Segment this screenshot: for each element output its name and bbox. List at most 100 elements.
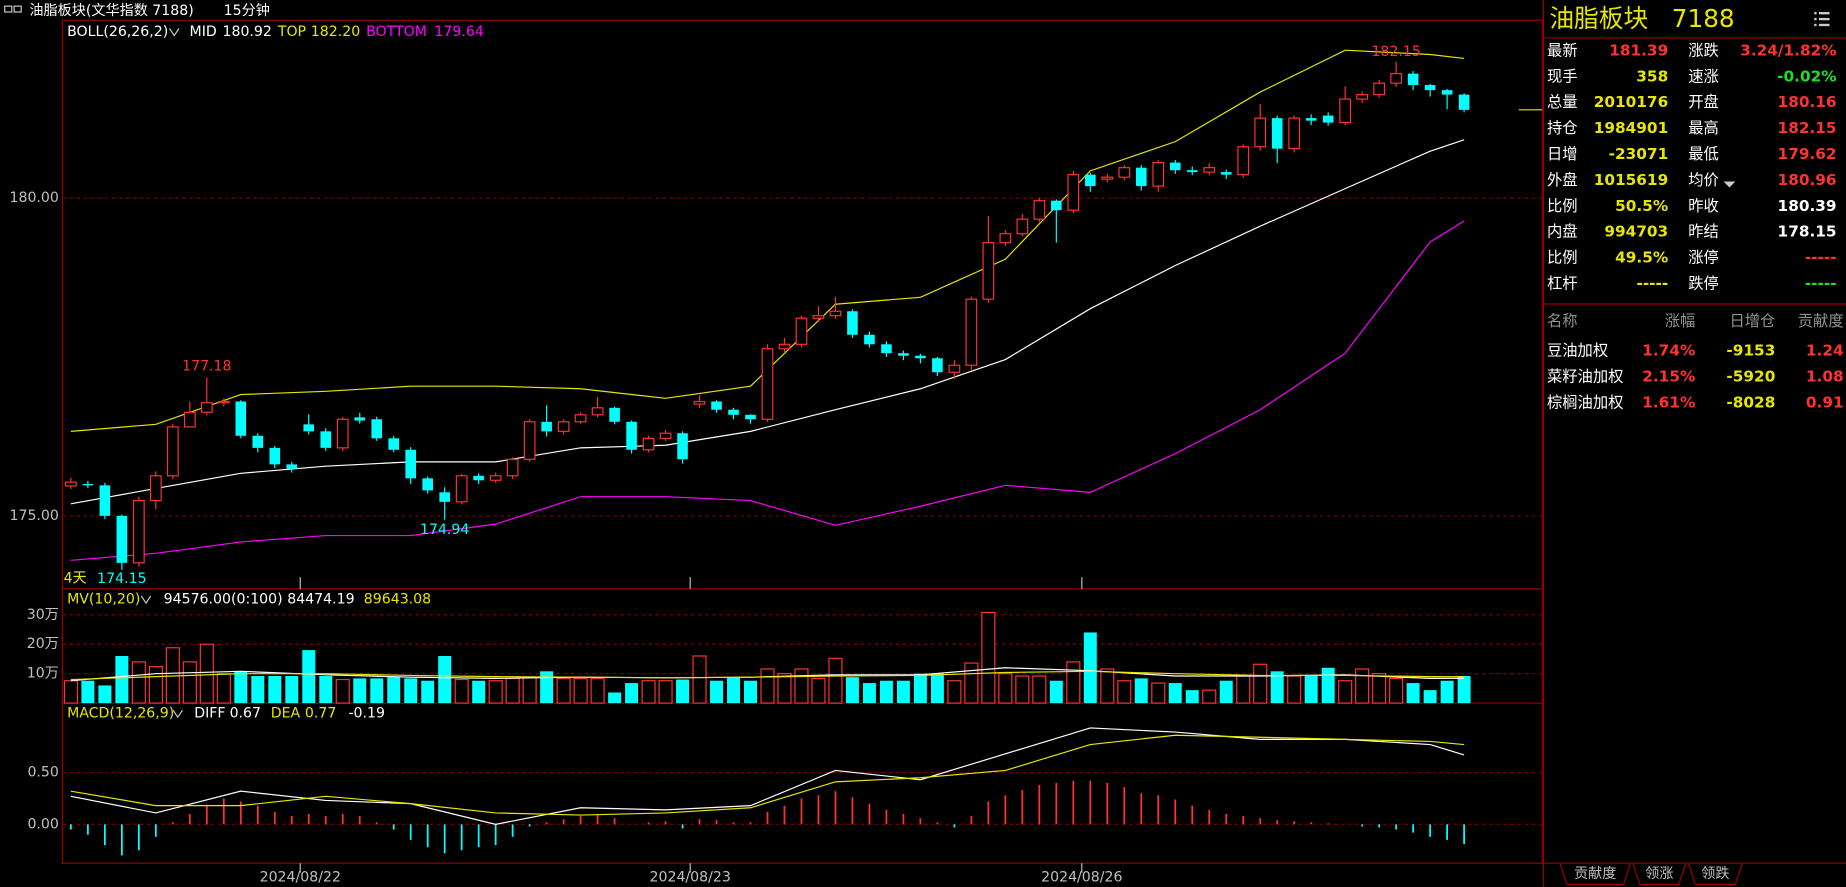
candle-body — [965, 298, 978, 366]
y-tick-label: 30万 — [27, 607, 59, 623]
candle-body — [642, 437, 655, 451]
y-tick-label: 10万 — [27, 666, 59, 682]
volume-bar — [1304, 676, 1318, 704]
candle-body — [728, 409, 739, 415]
price-annotation: 182.15 — [1371, 44, 1420, 60]
volume-bar — [1083, 632, 1097, 704]
volume-bar — [1168, 683, 1182, 704]
tab-label[interactable]: 领跌 — [1701, 866, 1729, 882]
tab[interactable] — [1559, 863, 1632, 885]
legend-value: 84474.19 — [287, 591, 354, 607]
volume-bar — [1066, 661, 1081, 704]
candle-body — [812, 315, 825, 319]
candle-body — [659, 432, 672, 439]
period[interactable]: 15分钟 — [224, 2, 270, 19]
quote-label: 外盘 — [1547, 171, 1578, 189]
candle-body — [523, 421, 536, 460]
volume-bar — [1134, 678, 1148, 704]
quote-value: 50.5% — [1615, 197, 1668, 215]
legend-value: 0.67 — [230, 706, 261, 722]
volume-bar — [131, 661, 146, 704]
volume-bar — [998, 673, 1013, 704]
table-cell: 2.15% — [1642, 367, 1695, 385]
candle-body — [489, 475, 502, 481]
volume-bar — [251, 676, 265, 704]
quote-label: 比例 — [1547, 249, 1578, 267]
volume-bar — [828, 657, 843, 704]
candle-body — [1220, 172, 1232, 175]
quote-value: 1015619 — [1594, 171, 1669, 189]
y-tick-label: 175.00 — [9, 508, 58, 524]
tab-label[interactable]: 贡献度 — [1574, 866, 1616, 882]
quote-value: 49.5% — [1615, 249, 1668, 267]
volume-bar — [1032, 675, 1047, 704]
dropdown-arrow[interactable] — [140, 595, 152, 605]
volume-bar — [590, 677, 605, 704]
legend-value: -0.19 — [348, 706, 385, 722]
indicator-line — [70, 139, 1465, 505]
quote-label: 速涨 — [1688, 67, 1719, 85]
candle-body — [1441, 90, 1453, 95]
dropdown-arrow[interactable] — [169, 28, 180, 37]
quote-label: 跌停 — [1688, 274, 1719, 292]
volume-bar — [182, 661, 197, 704]
volume-bar — [556, 677, 571, 704]
candle-body — [898, 353, 909, 356]
volume-bar — [335, 678, 350, 704]
candle-body — [116, 515, 128, 563]
volume-bar — [964, 662, 979, 704]
candle-body — [745, 414, 756, 420]
dropdown-arrow[interactable] — [1723, 181, 1736, 188]
legend-value: 0.77 — [305, 706, 336, 722]
legend-name: MID — [190, 24, 217, 40]
tab[interactable] — [1687, 863, 1743, 885]
volume-bar — [913, 673, 927, 704]
candle-body — [761, 348, 774, 420]
candle-body — [1271, 118, 1283, 149]
legend-value: 182.20 — [311, 24, 360, 40]
legend-value: 89643.08 — [364, 591, 431, 607]
quote-name: 油脂板块 — [1549, 4, 1648, 33]
candle-body — [235, 401, 247, 436]
table-header: 贡献度 — [1798, 312, 1844, 330]
volume-bar — [1151, 682, 1166, 704]
volume-bar — [1117, 680, 1132, 704]
candle-body — [1051, 200, 1062, 211]
tab[interactable] — [1632, 863, 1687, 885]
indicator-line — [70, 734, 1465, 816]
legend-name: DEA — [271, 706, 301, 722]
candle-body — [574, 414, 587, 423]
quote-value: 180.96 — [1778, 171, 1837, 189]
volume-bar — [879, 680, 893, 704]
volume-bar — [981, 611, 996, 704]
x-tick-label: 2024/08/23 — [650, 869, 731, 885]
y-tick-label: 180.00 — [9, 190, 58, 206]
quote-value: 181.39 — [1609, 41, 1668, 59]
quote-value: 178.15 — [1778, 223, 1837, 241]
candle-body — [388, 438, 400, 450]
candle-body — [405, 449, 416, 479]
volume-bar — [692, 655, 707, 704]
candle-body — [303, 424, 315, 432]
dropdown-arrow[interactable] — [172, 709, 183, 719]
quote-value: 994703 — [1604, 223, 1668, 241]
quote-label: 日增 — [1547, 145, 1578, 163]
volume-bar — [608, 692, 622, 704]
table-header: 涨幅 — [1665, 312, 1696, 330]
volume-bar — [115, 656, 129, 704]
quote-value: 1984901 — [1594, 119, 1669, 137]
legend-name: BOTTOM — [366, 24, 427, 40]
volume-bar — [777, 673, 792, 704]
quote-label: 均价 — [1688, 171, 1719, 189]
candle-body — [1101, 176, 1114, 180]
volume-bar — [947, 680, 962, 704]
volume-bar — [421, 680, 435, 704]
table-cell: 1.08 — [1806, 367, 1844, 385]
indicator-current: 94576.00(0:100) — [164, 591, 283, 607]
candle-body — [864, 334, 875, 345]
tab-label[interactable]: 领涨 — [1645, 866, 1673, 882]
table-cell: 1.61% — [1642, 393, 1695, 411]
quote-label: 昨结 — [1688, 223, 1719, 241]
menu-icon[interactable] — [1814, 12, 1830, 27]
price-annotation: 174.94 — [420, 522, 469, 538]
